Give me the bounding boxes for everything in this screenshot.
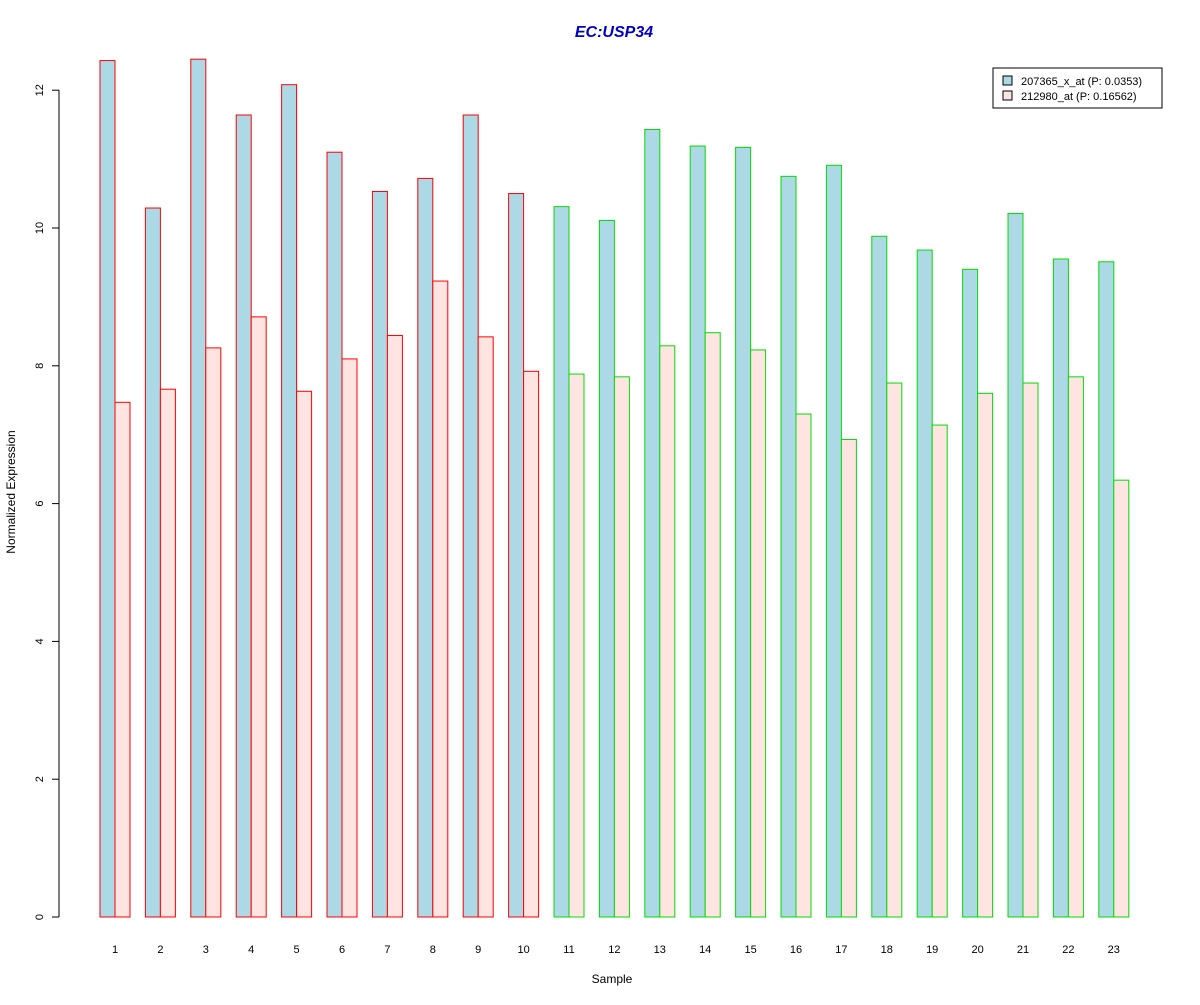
x-tick-label: 1 [112, 944, 118, 956]
x-tick-label: 2 [157, 944, 163, 956]
bar-sample-6-series-2 [341, 358, 358, 918]
x-tick-label: 5 [294, 944, 300, 956]
x-tick-label: 6 [339, 944, 345, 956]
x-tick-label: 10 [517, 944, 529, 956]
y-axis: 0 2 4 6 8 10 12 [34, 84, 60, 920]
bar-sample-22-series-1 [1052, 258, 1069, 918]
bar-sample-1-series-2 [114, 401, 131, 918]
bar-sample-23-series-2 [1113, 479, 1130, 918]
bar-sample-21-series-1 [1007, 213, 1024, 918]
bar-sample-1-series-1 [99, 60, 116, 918]
y-tick-label: 0 [34, 914, 46, 920]
bar-sample-17-series-2 [840, 439, 857, 918]
x-tick-label: 17 [835, 944, 847, 956]
legend: 207365_x_at (P: 0.0353) 212980_at (P: 0.1… [992, 67, 1163, 109]
bar-sample-4-series-2 [250, 316, 267, 918]
bar-sample-12-series-2 [613, 376, 630, 918]
x-tick-label: 21 [1017, 944, 1029, 956]
y-tick-label: 6 [34, 501, 46, 507]
bar-sample-19-series-1 [916, 249, 933, 918]
bar-sample-5-series-2 [296, 390, 313, 918]
bar-sample-6-series-1 [326, 151, 343, 918]
bar-sample-5-series-1 [281, 84, 298, 918]
bars-group [99, 58, 1130, 918]
bar-sample-2-series-1 [144, 207, 161, 918]
x-tick-label: 18 [881, 944, 893, 956]
bar-sample-11-series-2 [568, 373, 585, 918]
bar-sample-22-series-2 [1067, 376, 1084, 918]
x-tick-label: 16 [790, 944, 802, 956]
bar-sample-23-series-1 [1098, 261, 1115, 918]
bar-sample-8-series-2 [432, 280, 449, 918]
legend-swatch-1 [1002, 75, 1013, 86]
bar-sample-13-series-2 [659, 345, 676, 918]
bar-sample-16-series-1 [780, 175, 797, 918]
bar-sample-3-series-1 [190, 58, 207, 918]
bar-sample-20-series-1 [962, 268, 979, 918]
x-tick-label: 11 [563, 944, 574, 956]
y-axis-label: Normalized Expression [4, 430, 18, 553]
bar-sample-7-series-1 [371, 190, 388, 918]
x-tick-label: 22 [1062, 944, 1074, 956]
bar-sample-7-series-2 [386, 334, 403, 918]
bar-sample-10-series-2 [523, 370, 540, 918]
bar-sample-9-series-2 [477, 336, 494, 918]
bar-sample-18-series-1 [871, 235, 888, 918]
x-tick-label: 19 [926, 944, 938, 956]
x-tick-label: 12 [608, 944, 620, 956]
x-tick-label: 15 [744, 944, 756, 956]
x-tick-label: 13 [654, 944, 666, 956]
bar-sample-14-series-1 [689, 145, 706, 918]
bar-sample-12-series-1 [598, 219, 615, 918]
x-tick-label: 4 [248, 944, 254, 956]
bar-sample-14-series-2 [704, 332, 721, 918]
y-tick-label: 10 [34, 222, 46, 234]
bar-sample-9-series-1 [462, 114, 479, 918]
bar-sample-15-series-2 [750, 349, 767, 918]
bar-sample-10-series-1 [508, 193, 525, 918]
y-tick-label: 12 [34, 84, 46, 96]
bar-sample-4-series-1 [235, 114, 252, 918]
bar-sample-19-series-2 [931, 424, 948, 918]
bar-sample-17-series-1 [825, 164, 842, 918]
bar-sample-13-series-1 [644, 128, 661, 918]
bar-sample-2-series-2 [159, 388, 176, 918]
y-tick-label: 8 [34, 363, 46, 369]
legend-swatch-2 [1002, 90, 1013, 101]
x-tick-label: 9 [475, 944, 481, 956]
x-tick-label: 20 [971, 944, 983, 956]
y-tick-label: 2 [34, 776, 46, 782]
legend-label-2: 212980_at (P: 0.16562) [1021, 91, 1137, 103]
legend-label-1: 207365_x_at (P: 0.0353) [1021, 76, 1142, 88]
x-tick-label: 23 [1108, 944, 1120, 956]
legend-box [992, 67, 1163, 109]
bar-sample-11-series-1 [553, 206, 570, 918]
bar-sample-21-series-2 [1022, 382, 1039, 918]
x-tick-label: 14 [699, 944, 711, 956]
bar-sample-18-series-2 [886, 382, 903, 918]
x-axis-label: Sample [592, 972, 633, 986]
y-tick-label: 4 [34, 638, 46, 644]
x-tick-label: 3 [203, 944, 209, 956]
bar-sample-3-series-2 [205, 347, 222, 918]
bar-sample-8-series-1 [417, 177, 434, 918]
bar-sample-16-series-2 [795, 413, 812, 918]
chart-title: EC:USP34 [575, 24, 653, 41]
x-tick-label: 7 [384, 944, 390, 956]
x-axis-tick-labels: 1 2 3 4 5 6 7 8 9 10 11 12 13 14 15 16 17 18 19 20 21 22 23 [112, 944, 1120, 956]
bar-sample-20-series-2 [977, 392, 994, 918]
bar-sample-15-series-1 [735, 146, 752, 918]
x-tick-label: 8 [430, 944, 436, 956]
